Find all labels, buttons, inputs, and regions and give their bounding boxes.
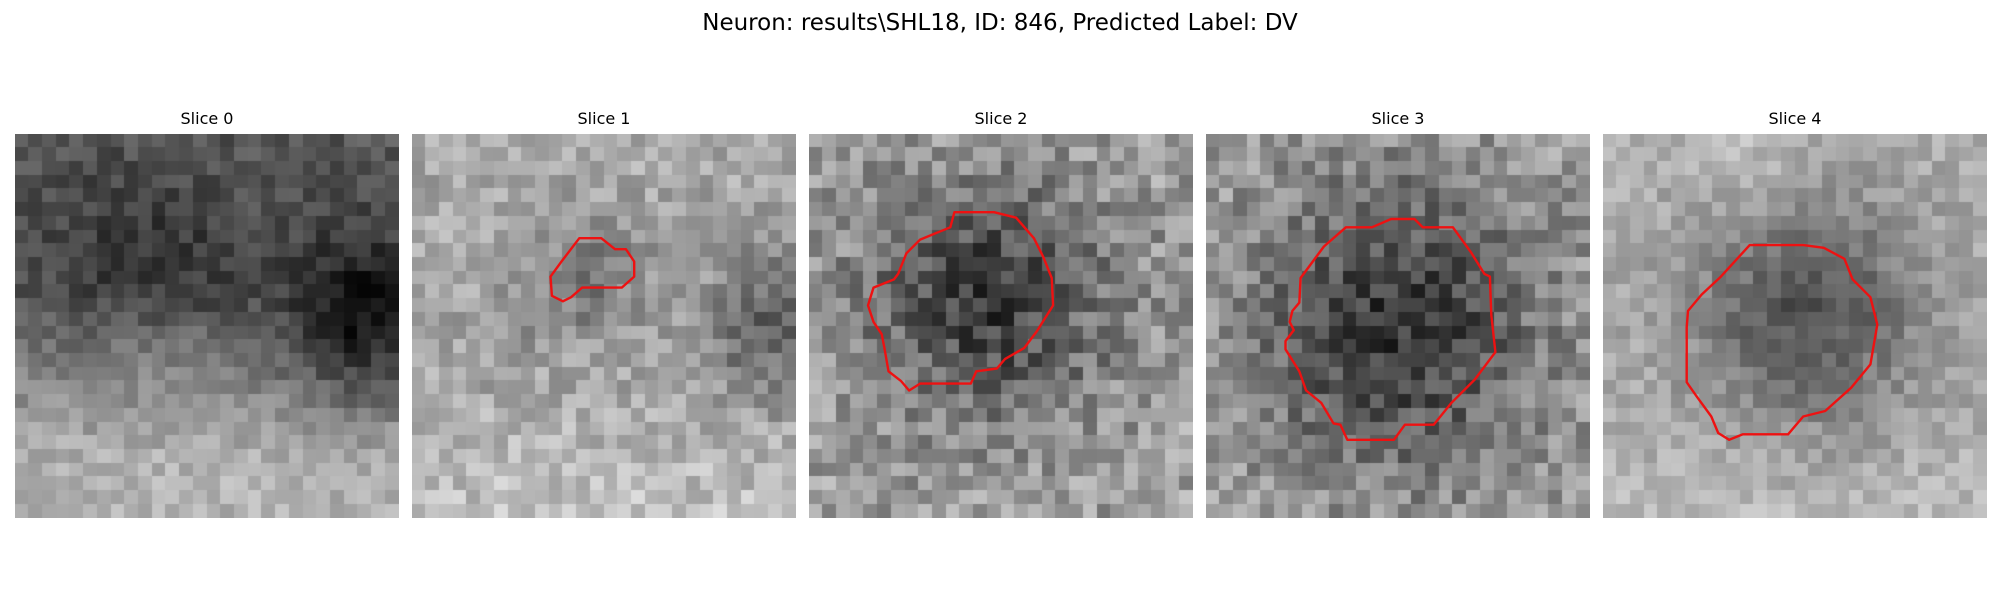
slice-panel-2: Slice 2 — [809, 108, 1193, 518]
slice-panel-3: Slice 3 — [1206, 108, 1590, 518]
slice-title: Slice 4 — [1768, 109, 1822, 128]
contour-overlay — [549, 236, 636, 303]
contour-overlay — [1685, 243, 1879, 441]
contour-overlay — [15, 134, 399, 518]
slice-title: Slice 3 — [1371, 109, 1425, 128]
slice-image — [15, 134, 399, 518]
slice-image — [1206, 134, 1590, 518]
figure-title: Neuron: results\SHL18, ID: 846, Predicte… — [702, 10, 1298, 36]
contour-overlay — [866, 210, 1055, 392]
contour-line — [1685, 243, 1879, 441]
slice-panel-1: Slice 1 — [412, 108, 796, 518]
slice-panel-4: Slice 4 — [1603, 108, 1987, 518]
contour-line — [549, 236, 636, 303]
slice-image — [1603, 134, 1987, 518]
slice-image — [412, 134, 796, 518]
contour-overlay — [1284, 217, 1497, 441]
slice-title: Slice 1 — [577, 109, 631, 128]
contour-line — [1284, 217, 1497, 441]
slice-panel-0: Slice 0 — [15, 108, 399, 518]
contour-line — [866, 210, 1055, 392]
slice-title: Slice 0 — [180, 109, 234, 128]
slice-image — [809, 134, 1193, 518]
slice-title: Slice 2 — [974, 109, 1028, 128]
